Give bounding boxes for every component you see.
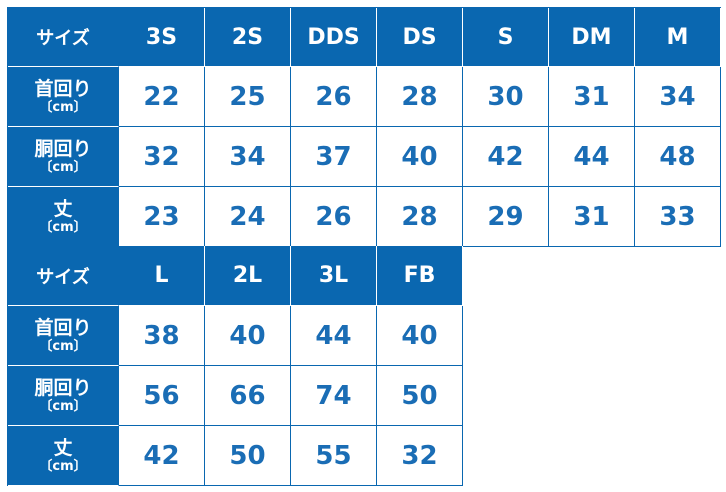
unit-label: 〔cm〕 bbox=[39, 219, 87, 235]
chest-value-cell: 56 bbox=[119, 366, 205, 426]
length-value-cell: 28 bbox=[377, 187, 463, 247]
neck-value-cell: 28 bbox=[377, 67, 463, 127]
size-header-cell: DDS bbox=[291, 8, 377, 67]
length-value-cell: 32 bbox=[377, 426, 463, 486]
size-header-label: サイズ bbox=[8, 246, 119, 306]
length-value-cell: 31 bbox=[549, 187, 635, 247]
neck-row-label: 首回り 〔cm〕 bbox=[8, 67, 119, 127]
unit-label: 〔cm〕 bbox=[39, 338, 87, 354]
size-table-1: サイズ 3S 2S DDS DS S DM M 首回り 〔cm〕 22 25 26 28 30 31 34 胴回り… bbox=[7, 7, 721, 247]
chest-value-cell: 34 bbox=[205, 127, 291, 187]
chest-label: 胴回り bbox=[34, 137, 92, 160]
length-value-cell: 55 bbox=[291, 426, 377, 486]
length-label: 丈 bbox=[53, 197, 73, 220]
chest-value-cell: 44 bbox=[549, 127, 635, 187]
size-header-cell: L bbox=[119, 246, 205, 306]
neck-value-cell: 44 bbox=[291, 306, 377, 366]
neck-value-cell: 26 bbox=[291, 67, 377, 127]
unit-label: 〔cm〕 bbox=[39, 458, 87, 474]
size-header-cell: S bbox=[463, 8, 549, 67]
size-header-label: サイズ bbox=[8, 8, 119, 67]
neck-value-cell: 40 bbox=[205, 306, 291, 366]
chest-row-label: 胴回り 〔cm〕 bbox=[8, 127, 119, 187]
neck-value-cell: 34 bbox=[635, 67, 721, 127]
chest-value-cell: 74 bbox=[291, 366, 377, 426]
length-label: 丈 bbox=[53, 436, 73, 459]
size-header-cell: DM bbox=[549, 8, 635, 67]
chest-value-cell: 40 bbox=[377, 127, 463, 187]
size-header-cell: 2S bbox=[205, 8, 291, 67]
size-header-cell: 3L bbox=[291, 246, 377, 306]
unit-label: 〔cm〕 bbox=[39, 159, 87, 175]
neck-label: 首回り bbox=[34, 77, 92, 100]
length-value-cell: 42 bbox=[119, 426, 205, 486]
neck-value-cell: 31 bbox=[549, 67, 635, 127]
neck-value-cell: 38 bbox=[119, 306, 205, 366]
length-row-label: 丈〔cm〕 bbox=[8, 187, 119, 247]
unit-label: 〔cm〕 bbox=[39, 99, 87, 115]
neck-label: 首回り bbox=[34, 316, 92, 339]
chest-value-cell: 32 bbox=[119, 127, 205, 187]
size-header-cell: 2L bbox=[205, 246, 291, 306]
size-header-cell: 3S bbox=[119, 8, 205, 67]
neck-value-cell: 25 bbox=[205, 67, 291, 127]
neck-value-cell: 30 bbox=[463, 67, 549, 127]
size-table-2: サイズ L 2L 3L FB 首回り 〔cm〕 38 40 44 40 胴回り 〔cm〕 56 66 74 50… bbox=[7, 246, 463, 486]
chest-value-cell: 37 bbox=[291, 127, 377, 187]
length-value-cell: 29 bbox=[463, 187, 549, 247]
size-header-cell: DS bbox=[377, 8, 463, 67]
chest-value-cell: 42 bbox=[463, 127, 549, 187]
unit-label: 〔cm〕 bbox=[39, 398, 87, 414]
length-value-cell: 24 bbox=[205, 187, 291, 247]
length-value-cell: 33 bbox=[635, 187, 721, 247]
size-header-cell: M bbox=[635, 8, 721, 67]
length-row-label: 丈〔cm〕 bbox=[8, 426, 119, 486]
length-value-cell: 26 bbox=[291, 187, 377, 247]
neck-row-label: 首回り 〔cm〕 bbox=[8, 306, 119, 366]
length-value-cell: 23 bbox=[119, 187, 205, 247]
neck-value-cell: 40 bbox=[377, 306, 463, 366]
size-header-cell: FB bbox=[377, 246, 463, 306]
neck-value-cell: 22 bbox=[119, 67, 205, 127]
chest-value-cell: 50 bbox=[377, 366, 463, 426]
chest-value-cell: 66 bbox=[205, 366, 291, 426]
chest-value-cell: 48 bbox=[635, 127, 721, 187]
chest-row-label: 胴回り 〔cm〕 bbox=[8, 366, 119, 426]
length-value-cell: 50 bbox=[205, 426, 291, 486]
chest-label: 胴回り bbox=[34, 376, 92, 399]
